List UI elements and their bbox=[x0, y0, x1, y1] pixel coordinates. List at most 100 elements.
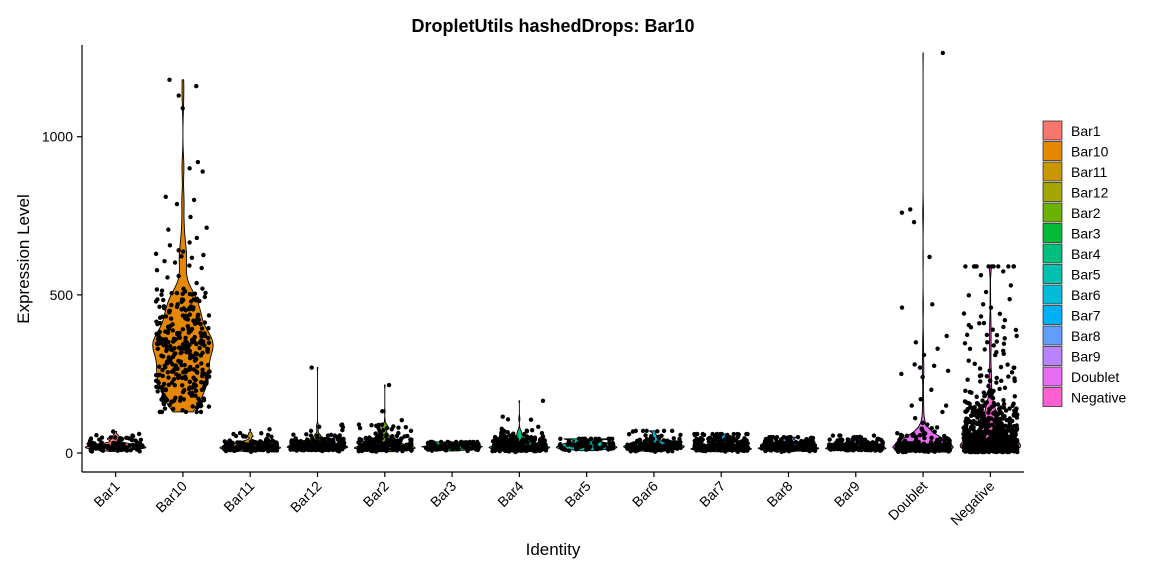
points-Bar4 bbox=[490, 398, 549, 455]
legend-item-Bar9: Bar9 bbox=[1042, 346, 1101, 366]
data-point bbox=[669, 428, 675, 434]
data-point bbox=[712, 433, 717, 439]
data-point bbox=[195, 159, 201, 165]
data-point bbox=[993, 440, 998, 445]
data-point bbox=[563, 447, 568, 453]
data-point bbox=[1014, 448, 1019, 453]
data-point bbox=[476, 441, 481, 447]
data-point bbox=[159, 409, 165, 415]
data-point bbox=[394, 448, 400, 453]
data-point bbox=[267, 427, 272, 432]
data-point bbox=[677, 436, 682, 442]
data-point bbox=[799, 438, 804, 444]
data-point bbox=[173, 351, 178, 356]
data-point bbox=[876, 437, 882, 442]
data-point bbox=[206, 313, 212, 318]
data-point bbox=[193, 352, 198, 357]
data-point bbox=[511, 431, 516, 436]
points-Bar8 bbox=[759, 435, 818, 454]
data-point bbox=[845, 437, 851, 442]
data-point bbox=[136, 431, 142, 437]
data-point bbox=[724, 437, 729, 442]
data-point bbox=[987, 378, 993, 383]
data-point bbox=[805, 442, 810, 448]
data-point bbox=[126, 436, 131, 441]
data-point bbox=[941, 446, 946, 452]
data-point bbox=[183, 409, 189, 415]
data-point bbox=[968, 413, 974, 419]
data-point bbox=[1012, 378, 1017, 384]
data-point bbox=[655, 440, 660, 445]
data-point bbox=[380, 409, 385, 414]
legend-item-Bar7: Bar7 bbox=[1042, 305, 1101, 325]
data-point bbox=[133, 438, 138, 443]
data-point bbox=[161, 297, 166, 303]
legend-item-Bar3: Bar3 bbox=[1042, 223, 1101, 243]
data-point bbox=[963, 388, 968, 393]
violin-group-Doublet bbox=[892, 50, 954, 455]
data-point bbox=[912, 416, 918, 421]
data-point bbox=[510, 437, 516, 442]
data-point bbox=[373, 431, 378, 436]
data-point bbox=[515, 443, 520, 448]
x-tick-label-Bar5: Bar5 bbox=[561, 478, 593, 510]
data-point bbox=[978, 422, 983, 428]
data-point bbox=[258, 439, 263, 444]
data-point bbox=[1005, 427, 1011, 432]
data-point bbox=[1011, 264, 1016, 269]
data-point bbox=[180, 249, 186, 254]
data-point bbox=[172, 260, 178, 265]
data-point bbox=[648, 447, 653, 453]
legend-swatch bbox=[1042, 284, 1063, 305]
data-point bbox=[269, 434, 274, 439]
x-tick-label-Bar7: Bar7 bbox=[696, 478, 728, 510]
data-point bbox=[301, 440, 306, 445]
data-point bbox=[966, 358, 971, 363]
x-axis-ticks: Bar1 Bar10 Bar11 Bar12 Bar2 Bar3 Bar4 Bar5 Bar6 B… bbox=[90, 472, 998, 528]
data-point bbox=[160, 314, 165, 319]
data-point bbox=[319, 436, 324, 441]
data-point bbox=[166, 227, 171, 232]
data-point bbox=[194, 341, 199, 347]
data-point bbox=[254, 441, 260, 446]
data-point bbox=[332, 433, 338, 438]
data-point bbox=[202, 294, 208, 300]
data-point bbox=[162, 306, 167, 311]
data-point bbox=[204, 225, 209, 230]
data-point bbox=[163, 314, 169, 319]
data-point bbox=[633, 448, 638, 453]
data-point bbox=[978, 438, 984, 444]
legend-label: Bar11 bbox=[1071, 164, 1108, 180]
x-tick-label-Bar12: Bar12 bbox=[287, 478, 325, 516]
data-point bbox=[909, 447, 915, 452]
data-point bbox=[187, 307, 192, 312]
data-point bbox=[908, 441, 913, 446]
points-Bar6 bbox=[624, 428, 683, 454]
data-point bbox=[794, 440, 799, 445]
data-point bbox=[161, 381, 167, 387]
data-point bbox=[206, 340, 212, 346]
points-Negative bbox=[961, 264, 1020, 455]
data-point bbox=[291, 432, 296, 437]
data-point bbox=[199, 265, 204, 271]
data-point bbox=[190, 390, 195, 396]
data-point bbox=[1007, 297, 1012, 302]
data-point bbox=[337, 442, 343, 447]
data-point bbox=[378, 431, 384, 437]
data-point bbox=[692, 431, 697, 437]
data-point bbox=[199, 333, 204, 339]
data-point bbox=[181, 297, 186, 303]
data-point bbox=[593, 444, 598, 449]
data-point bbox=[188, 299, 194, 304]
data-point bbox=[340, 447, 345, 452]
legend-label: Bar12 bbox=[1071, 185, 1109, 201]
data-point bbox=[1000, 416, 1005, 421]
data-point bbox=[806, 447, 812, 452]
data-point bbox=[773, 437, 779, 442]
data-point bbox=[174, 290, 180, 296]
data-point bbox=[985, 439, 990, 444]
data-point bbox=[443, 447, 448, 453]
data-point bbox=[161, 343, 166, 348]
data-point bbox=[389, 427, 394, 432]
